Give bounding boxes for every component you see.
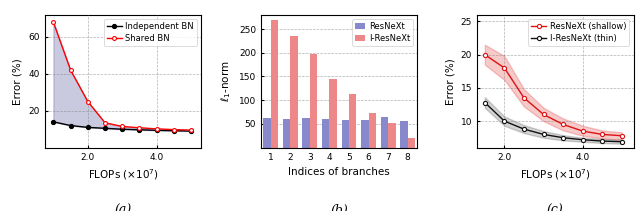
Independent BN — [118, 128, 126, 130]
I-ResNeXt (thin) — [579, 138, 586, 141]
Independent BN — [49, 121, 57, 123]
Bar — [349, 94, 356, 148]
I-ResNeXt (thin) — [481, 101, 489, 104]
X-axis label: FLOPs ($\times10^7$): FLOPs ($\times10^7$) — [520, 167, 591, 182]
Shared BN — [67, 69, 74, 71]
Text: (a): (a) — [115, 204, 132, 211]
I-ResNeXt (thin) — [540, 133, 547, 136]
Legend: ResNeXt (shallow), I-ResNeXt (thin): ResNeXt (shallow), I-ResNeXt (thin) — [528, 19, 629, 46]
Bar — [342, 120, 349, 148]
Bar — [330, 79, 337, 148]
I-ResNeXt (thin) — [598, 140, 606, 142]
Bar — [408, 138, 415, 148]
Line: I-ResNeXt (thin): I-ResNeXt (thin) — [483, 100, 624, 144]
I-ResNeXt (thin) — [559, 137, 567, 139]
ResNeXt (shallow) — [500, 67, 508, 69]
X-axis label: FLOPs ($\times10^7$): FLOPs ($\times10^7$) — [88, 167, 159, 182]
Bar — [271, 20, 278, 148]
Bar — [400, 121, 408, 148]
Independent BN — [153, 129, 161, 132]
Y-axis label: $\ell_1$-norm: $\ell_1$-norm — [220, 60, 233, 102]
ResNeXt (shallow) — [598, 133, 606, 136]
X-axis label: Indices of branches: Indices of branches — [289, 167, 390, 177]
ResNeXt (shallow) — [481, 53, 489, 56]
Line: Independent BN: Independent BN — [51, 120, 193, 133]
Bar — [388, 123, 396, 148]
Independent BN — [188, 130, 195, 132]
Bar — [303, 118, 310, 148]
ResNeXt (shallow) — [520, 97, 528, 99]
Bar — [310, 54, 317, 148]
Shared BN — [49, 21, 57, 23]
Text: (b): (b) — [330, 204, 348, 211]
Bar — [369, 113, 376, 148]
Bar — [283, 119, 291, 148]
Legend: Independent BN, Shared BN: Independent BN, Shared BN — [104, 19, 197, 46]
ResNeXt (shallow) — [559, 123, 567, 126]
Bar — [361, 120, 369, 148]
Line: ResNeXt (shallow): ResNeXt (shallow) — [483, 53, 624, 138]
ResNeXt (shallow) — [618, 134, 626, 137]
Y-axis label: Error (%): Error (%) — [13, 58, 23, 105]
Bar — [381, 117, 388, 148]
Independent BN — [84, 126, 92, 129]
Independent BN — [101, 127, 109, 130]
I-ResNeXt (thin) — [618, 141, 626, 143]
Independent BN — [170, 130, 178, 132]
Shared BN — [84, 100, 92, 103]
Line: Shared BN: Shared BN — [51, 20, 193, 132]
ResNeXt (shallow) — [579, 130, 586, 132]
Y-axis label: Error (%): Error (%) — [445, 58, 455, 105]
Legend: ResNeXt, I-ResNeXt: ResNeXt, I-ResNeXt — [352, 19, 413, 46]
Shared BN — [101, 122, 109, 124]
I-ResNeXt (thin) — [500, 120, 508, 122]
Shared BN — [170, 128, 178, 131]
Bar — [291, 36, 298, 148]
Bar — [263, 118, 271, 148]
Shared BN — [188, 129, 195, 131]
I-ResNeXt (thin) — [520, 128, 528, 130]
Text: (c): (c) — [547, 204, 564, 211]
Independent BN — [67, 124, 74, 127]
Shared BN — [118, 125, 126, 128]
Shared BN — [153, 128, 161, 130]
Shared BN — [136, 126, 143, 129]
Bar — [322, 119, 330, 148]
ResNeXt (shallow) — [540, 113, 547, 116]
Independent BN — [136, 128, 143, 131]
